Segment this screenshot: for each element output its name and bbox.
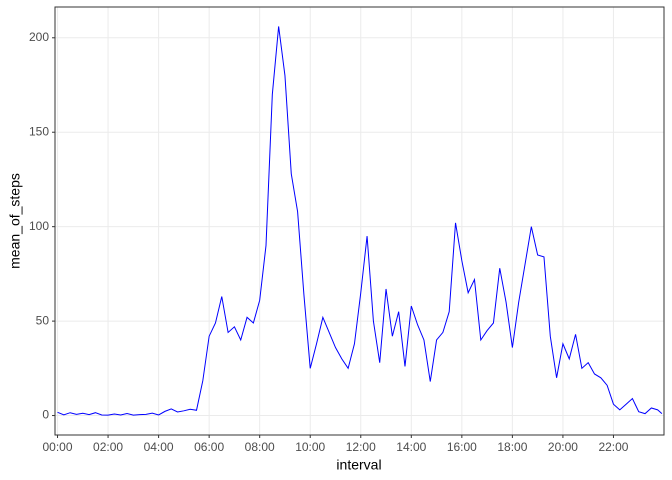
x-tick-label: 10:00 bbox=[295, 440, 325, 454]
x-tick-label: 04:00 bbox=[144, 440, 174, 454]
x-tick-label: 02:00 bbox=[93, 440, 123, 454]
y-tick-label: 0 bbox=[42, 408, 49, 422]
x-axis-title: interval bbox=[336, 457, 381, 473]
x-tick-label: 20:00 bbox=[548, 440, 578, 454]
y-tick-label: 200 bbox=[29, 30, 49, 44]
x-tick-label: 00:00 bbox=[43, 440, 73, 454]
panel-border bbox=[54, 6, 665, 436]
x-tick-label: 22:00 bbox=[598, 440, 628, 454]
y-tick-label: 150 bbox=[29, 124, 49, 138]
x-tick-label: 14:00 bbox=[396, 440, 426, 454]
x-tick-label: 08:00 bbox=[245, 440, 275, 454]
y-tick-label: 50 bbox=[36, 313, 50, 327]
x-tick-label: 12:00 bbox=[346, 440, 376, 454]
y-axis-title: mean_of_steps bbox=[7, 173, 23, 269]
data-line bbox=[57, 26, 663, 416]
y-tick-label: 100 bbox=[29, 219, 49, 233]
x-tick-label: 16:00 bbox=[447, 440, 477, 454]
x-tick-label: 18:00 bbox=[497, 440, 527, 454]
x-tick-label: 06:00 bbox=[194, 440, 224, 454]
